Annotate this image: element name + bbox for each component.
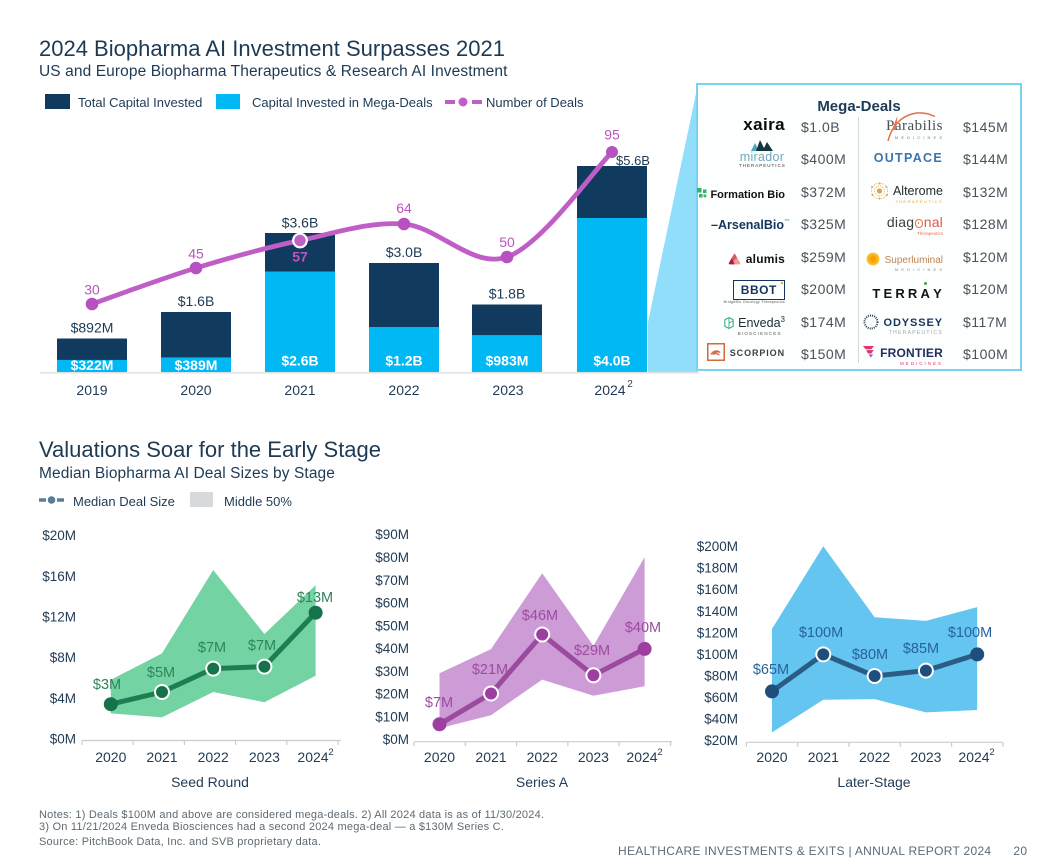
svg-text:2: 2 (657, 747, 662, 758)
svg-text:2021: 2021 (808, 749, 839, 765)
svg-text:2023: 2023 (249, 749, 280, 765)
svg-text:$80M: $80M (704, 669, 738, 684)
svg-text:45: 45 (188, 246, 204, 262)
svg-text:$50M: $50M (375, 619, 409, 634)
svg-text:$20M: $20M (375, 687, 409, 702)
svg-text:$100M: $100M (697, 647, 738, 662)
svg-text:$90M: $90M (375, 527, 409, 542)
svg-text:$200M: $200M (697, 539, 738, 554)
svg-text:Series A: Series A (516, 774, 569, 790)
svg-text:$120M: $120M (697, 626, 738, 641)
svg-text:2020: 2020 (180, 382, 211, 398)
svg-text:$80M: $80M (852, 647, 888, 663)
svg-text:$5M: $5M (147, 665, 175, 681)
svg-text:$1.8B: $1.8B (489, 286, 526, 302)
svg-text:$1.2B: $1.2B (385, 352, 422, 368)
svg-text:2019: 2019 (76, 382, 107, 398)
svg-text:2021: 2021 (475, 749, 506, 765)
svg-text:2: 2 (989, 747, 994, 758)
svg-text:$7M: $7M (198, 640, 226, 656)
svg-text:$140M: $140M (697, 604, 738, 619)
svg-text:2020: 2020 (756, 749, 787, 765)
svg-text:$12M: $12M (42, 610, 76, 625)
svg-text:$70M: $70M (375, 573, 409, 588)
svg-text:2023: 2023 (578, 749, 609, 765)
svg-text:Seed Round: Seed Round (171, 774, 249, 790)
svg-text:$40M: $40M (375, 641, 409, 656)
svg-text:50: 50 (499, 234, 515, 250)
svg-text:$892M: $892M (71, 320, 114, 336)
svg-text:$46M: $46M (522, 608, 558, 624)
svg-text:$983M: $983M (486, 352, 529, 368)
svg-text:$2.6B: $2.6B (281, 352, 318, 368)
svg-text:2024: 2024 (297, 749, 328, 765)
svg-text:$80M: $80M (375, 550, 409, 565)
svg-text:64: 64 (396, 200, 412, 216)
svg-text:2: 2 (627, 379, 633, 390)
svg-text:$8M: $8M (50, 650, 76, 665)
svg-text:2022: 2022 (859, 749, 890, 765)
svg-text:2023: 2023 (492, 382, 523, 398)
svg-text:2024: 2024 (958, 749, 989, 765)
svg-text:$3.0B: $3.0B (386, 244, 423, 260)
svg-text:$16M: $16M (42, 569, 76, 584)
svg-text:2020: 2020 (95, 749, 126, 765)
svg-text:57: 57 (292, 249, 308, 265)
svg-text:$322M: $322M (71, 357, 114, 373)
svg-text:2021: 2021 (146, 749, 177, 765)
svg-text:2: 2 (328, 747, 333, 758)
svg-text:$7M: $7M (248, 638, 276, 654)
svg-text:$60M: $60M (704, 690, 738, 705)
svg-text:$180M: $180M (697, 561, 738, 576)
svg-text:$100M: $100M (948, 625, 992, 641)
svg-text:$85M: $85M (903, 641, 939, 657)
svg-text:$4M: $4M (50, 691, 76, 706)
svg-text:2023: 2023 (910, 749, 941, 765)
svg-text:$40M: $40M (704, 712, 738, 727)
svg-text:2022: 2022 (527, 749, 558, 765)
svg-text:$389M: $389M (175, 357, 218, 373)
svg-text:$0M: $0M (383, 732, 409, 747)
svg-text:Later-Stage: Later-Stage (837, 774, 910, 790)
svg-text:2020: 2020 (424, 749, 455, 765)
svg-text:$21M: $21M (472, 662, 508, 678)
svg-text:2022: 2022 (388, 382, 419, 398)
svg-text:$5.6B: $5.6B (616, 153, 650, 168)
svg-text:$0M: $0M (50, 732, 76, 747)
svg-text:$10M: $10M (375, 710, 409, 725)
svg-text:$3.6B: $3.6B (282, 215, 319, 231)
svg-text:95: 95 (604, 127, 620, 143)
svg-text:$30M: $30M (375, 664, 409, 679)
svg-text:2024: 2024 (594, 382, 625, 398)
svg-text:30: 30 (84, 282, 100, 298)
svg-text:$160M: $160M (697, 582, 738, 597)
svg-text:$65M: $65M (753, 662, 789, 678)
svg-text:$7M: $7M (425, 695, 453, 711)
svg-text:$40M: $40M (625, 620, 661, 636)
svg-text:$3M: $3M (93, 677, 121, 693)
svg-text:2021: 2021 (284, 382, 315, 398)
svg-text:$20M: $20M (42, 528, 76, 543)
svg-text:$100M: $100M (799, 625, 843, 641)
svg-text:$60M: $60M (375, 596, 409, 611)
svg-text:$29M: $29M (574, 643, 610, 659)
svg-text:$1.6B: $1.6B (178, 293, 215, 309)
svg-text:2022: 2022 (198, 749, 229, 765)
svg-text:$13M: $13M (297, 590, 333, 606)
svg-text:$20M: $20M (704, 733, 738, 748)
svg-text:2024: 2024 (626, 749, 657, 765)
svg-text:$4.0B: $4.0B (593, 352, 630, 368)
